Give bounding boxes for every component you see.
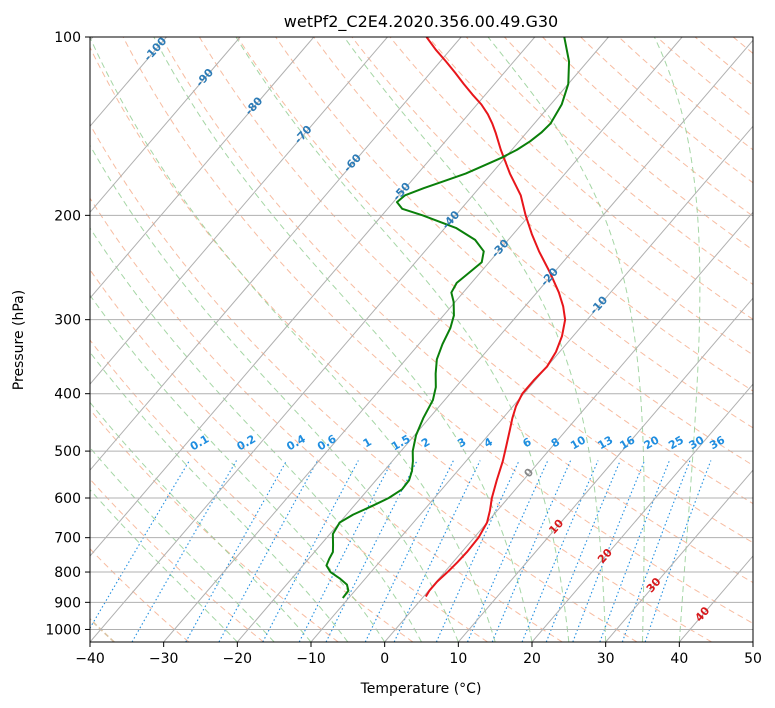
mixing-ratio-line	[491, 460, 572, 642]
dry-adiabat	[427, 37, 753, 320]
mixing-ratio-line	[90, 460, 190, 630]
isotherm-line	[163, 37, 683, 642]
dry-adiabat	[389, 37, 753, 356]
moist-adiabat-lines	[90, 37, 701, 642]
dry-adiabat	[160, 37, 753, 584]
dry-adiabat	[90, 46, 713, 642]
chart-title: wetPf2_C2E4.2020.356.00.49.G30	[284, 12, 558, 32]
mixing-ratio-line	[435, 460, 520, 642]
y-tick-label: 100	[54, 30, 81, 46]
dry-adiabat	[618, 37, 753, 151]
mixing-ratio-line	[393, 460, 481, 642]
y-tick-label: 500	[54, 444, 81, 460]
dry-adiabat	[465, 37, 753, 286]
moist-adiabat	[653, 37, 701, 642]
y-tick-label: 600	[54, 491, 81, 507]
y-tick-label: 700	[54, 531, 81, 547]
isotherm-line	[90, 37, 536, 557]
isotherm-line	[236, 39, 753, 642]
mixing-ratio-line	[467, 460, 549, 642]
dry-adiabat	[351, 37, 753, 392]
mixing-ratio-line	[364, 460, 454, 642]
isotherm-line	[90, 37, 241, 213]
y-tick-label: 1000	[45, 622, 81, 638]
moist-adiabat	[90, 401, 312, 642]
moist-adiabat	[90, 294, 386, 642]
mixing-ratio-line	[621, 460, 691, 642]
plot-area	[90, 37, 753, 642]
x-tick-label: 0	[380, 651, 389, 667]
isotherm-line	[531, 383, 753, 642]
dry-adiabat	[275, 37, 753, 466]
isotherm-line	[457, 297, 753, 642]
x-axis-title: Temperature (°C)	[360, 681, 482, 697]
isotherm-line	[90, 37, 462, 471]
grid-lines	[90, 37, 753, 630]
mixing-ratio-line	[131, 460, 237, 642]
y-axis-title: Pressure (hPa)	[11, 290, 27, 390]
mixing-ratio-line	[644, 460, 712, 642]
moist-adiabat	[90, 446, 275, 642]
sounding-series	[325, 37, 571, 599]
mixing-ratio-line	[521, 460, 599, 642]
dewpoint-profile-line	[325, 37, 571, 599]
moist-adiabat	[235, 37, 570, 642]
moist-adiabat	[90, 351, 349, 642]
mixing-ratio-line	[599, 460, 670, 642]
dry-adiabat	[580, 37, 753, 184]
dry-adiabat	[90, 123, 638, 642]
isotherm-line	[90, 37, 609, 642]
isotherm-line	[310, 125, 753, 642]
x-tick-label: 50	[744, 651, 762, 667]
mixing-ratio-line	[572, 460, 646, 642]
y-tick-label: 400	[54, 387, 81, 403]
x-tick-label: −20	[223, 651, 253, 667]
x-tick-label: 10	[449, 651, 467, 667]
moist-adiabat	[90, 144, 459, 642]
isotherm-line	[605, 469, 753, 642]
dry-adiabat	[122, 37, 753, 624]
x-axis: −40 −30 −20 −10 0 10 20 30 40 50	[75, 642, 762, 667]
isotherm-line	[384, 211, 753, 642]
skewed-isotherm-lines	[90, 37, 753, 642]
plot-frame	[89, 36, 754, 643]
temperature-profile-line	[424, 37, 567, 598]
mixing-ratio-line	[185, 460, 288, 642]
x-tick-label: 40	[670, 651, 688, 667]
moist-adiabat	[90, 227, 422, 642]
dry-adiabat	[90, 478, 264, 642]
moist-adiabat	[153, 37, 533, 642]
dry-adiabat	[90, 339, 414, 642]
y-axis: 100 200 300 400 500 600 700 800 900 1000	[45, 30, 90, 638]
dry-adiabat	[198, 37, 753, 544]
moist-adiabat	[487, 37, 645, 642]
isotherm-line	[90, 37, 315, 299]
dry-adiabat-lines	[90, 37, 753, 642]
mixing-ratio-line	[218, 460, 319, 642]
dry-adiabat	[313, 37, 753, 429]
moist-adiabat	[343, 37, 607, 642]
y-tick-label: 800	[54, 565, 81, 581]
y-tick-label: 200	[54, 208, 81, 224]
x-tick-label: −30	[149, 651, 179, 667]
y-tick-label: 300	[54, 313, 81, 329]
x-tick-label: −40	[75, 651, 105, 667]
x-tick-label: −10	[296, 651, 326, 667]
moist-adiabat	[90, 37, 496, 642]
y-tick-label: 900	[54, 595, 81, 611]
x-tick-label: 20	[523, 651, 541, 667]
isotherm-line	[90, 37, 388, 385]
dry-adiabat	[237, 37, 753, 505]
x-tick-label: 30	[597, 651, 615, 667]
